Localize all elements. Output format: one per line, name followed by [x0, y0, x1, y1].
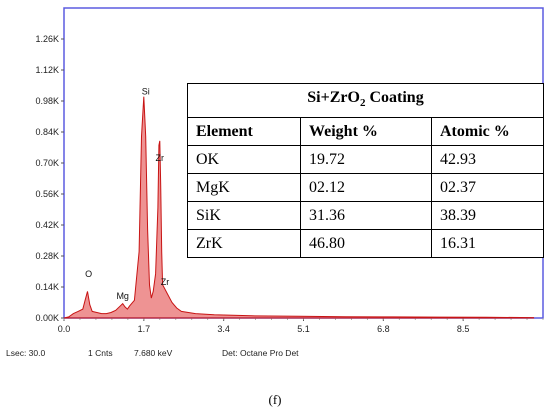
- y-tick-label: 1.26K: [35, 34, 59, 44]
- x-tick-label: 8.5: [457, 324, 470, 334]
- y-tick-label: 0.84K: [35, 127, 59, 137]
- y-axis: 0.00K 0.14K 0.28K 0.42K 0.56K 0.70K 0.84K 0.98K…: [35, 34, 64, 323]
- column-header-weight: Weight %: [300, 117, 432, 147]
- table-cell: ZrK: [187, 229, 301, 259]
- x-tick-label: 3.4: [217, 324, 230, 334]
- table-row: MgK 02.12 02.37: [187, 173, 544, 203]
- x-tick-label: 0.0: [58, 324, 71, 334]
- table-cell: 02.37: [431, 173, 544, 203]
- y-tick-label: 0.56K: [35, 189, 59, 199]
- table-title: Si+ZrO2 Coating: [187, 82, 544, 119]
- table-header-row: Element Weight % Atomic %: [187, 117, 544, 147]
- table-title-row: Si+ZrO2 Coating: [187, 82, 544, 119]
- table-cell: 46.80: [300, 229, 432, 259]
- table-row: OK 19.72 42.93: [187, 145, 544, 175]
- table-cell: 19.72: [300, 145, 432, 175]
- table-title-suffix: Coating: [365, 89, 424, 106]
- detector-readout: Det: Octane Pro Det: [222, 348, 299, 358]
- table-cell: 38.39: [431, 201, 544, 231]
- live-seconds-readout: Lsec: 30.0: [6, 348, 46, 358]
- counts-readout: 1 Cnts: [88, 348, 113, 358]
- peak-label: Mg: [116, 291, 129, 301]
- y-tick-label: 1.12K: [35, 65, 59, 75]
- table-cell: SiK: [187, 201, 301, 231]
- table-cell: 02.12: [300, 173, 432, 203]
- peak-label: O: [85, 269, 92, 279]
- composition-table: Si+ZrO2 Coating Element Weight % Atomic …: [187, 82, 544, 259]
- column-header-element: Element: [187, 117, 301, 147]
- y-tick-label: 0.42K: [35, 220, 59, 230]
- x-tick-label: 5.1: [297, 324, 310, 334]
- peak-label: Si: [142, 86, 150, 96]
- y-tick-label: 0.14K: [35, 282, 59, 292]
- figure-caption: (f): [268, 392, 282, 407]
- peak-label: Zr: [161, 277, 170, 287]
- peak-labels: Si Zr O Mg Zr: [85, 86, 169, 301]
- table-cell: 42.93: [431, 145, 544, 175]
- column-header-atomic: Atomic %: [431, 117, 544, 147]
- y-tick-label: 0.70K: [35, 158, 59, 168]
- x-axis: 0.0 1.7 3.4 5.1 6.8 8.5: [58, 318, 544, 334]
- y-tick-label: 0.98K: [35, 96, 59, 106]
- y-tick-label: 0.28K: [35, 251, 59, 261]
- x-tick-label: 6.8: [377, 324, 390, 334]
- table-cell: 31.36: [300, 201, 432, 231]
- peak-label: Zr: [156, 153, 165, 163]
- y-tick-label: 0.00K: [35, 313, 59, 323]
- table-cell: 16.31: [431, 229, 544, 259]
- table-title-main: Si+ZrO: [307, 89, 360, 106]
- spectrum-series-line: [63, 96, 535, 319]
- table-title-subscript: 2: [359, 97, 366, 110]
- table-row: ZrK 46.80 16.31: [187, 229, 544, 259]
- status-bar: Lsec: 30.0 1 Cnts 7.680 keV Det: Octane …: [6, 348, 546, 362]
- energy-readout: 7.680 keV: [134, 348, 173, 358]
- table-cell: OK: [187, 145, 301, 175]
- x-tick-label: 1.7: [138, 324, 151, 334]
- table-cell: MgK: [187, 173, 301, 203]
- table-row: SiK 31.36 38.39: [187, 201, 544, 231]
